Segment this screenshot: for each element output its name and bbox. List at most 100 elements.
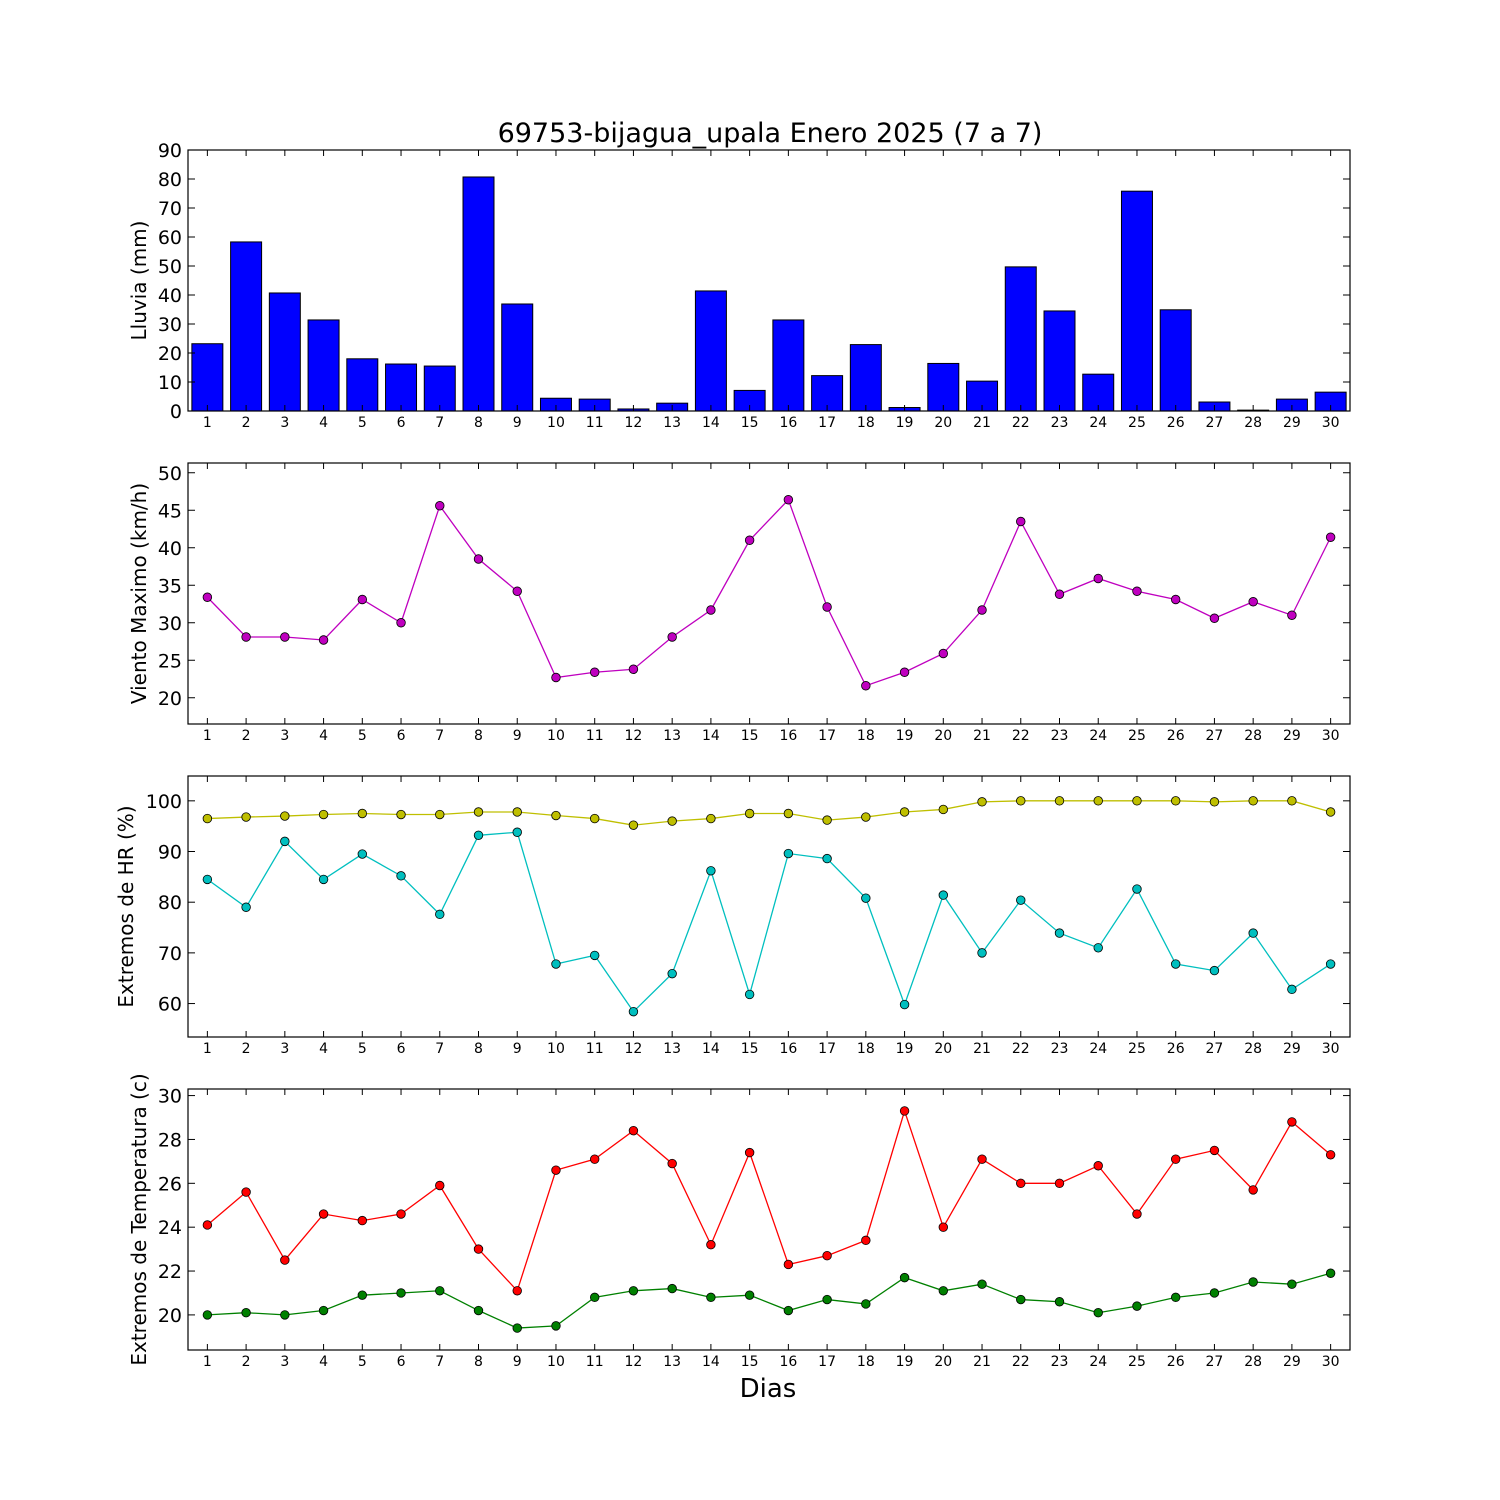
data-point <box>512 1323 522 1333</box>
data-point <box>357 808 368 819</box>
data-point <box>551 810 561 821</box>
x-tick-label: 30 <box>1322 415 1340 431</box>
x-tick-label: 15 <box>741 728 759 744</box>
data-point <box>1054 589 1065 599</box>
x-tick-label: 2 <box>242 1354 251 1370</box>
x-tick-label: 9 <box>513 415 522 431</box>
data-point <box>1170 796 1181 806</box>
data-point <box>667 816 677 826</box>
data-point <box>1248 1277 1258 1287</box>
data-point <box>473 807 484 817</box>
data-point <box>241 902 251 912</box>
x-tick-label: 16 <box>779 415 797 431</box>
bar <box>191 343 224 412</box>
bar <box>849 344 882 412</box>
data-point <box>1325 807 1336 817</box>
data-point <box>396 618 406 628</box>
x-tick-label: 13 <box>663 728 681 744</box>
y-tick-label: 25 <box>158 650 182 672</box>
x-tick-label: 5 <box>358 1041 367 1057</box>
data-point <box>822 1294 832 1305</box>
x-tick-label: 14 <box>702 415 720 431</box>
data-point <box>706 1292 716 1303</box>
x-tick-label: 21 <box>973 1354 991 1370</box>
data-point <box>435 909 445 920</box>
x-tick-label: 13 <box>663 415 681 431</box>
x-tick-label: 15 <box>741 415 759 431</box>
bar <box>501 303 534 412</box>
x-tick-label: 29 <box>1283 728 1301 744</box>
y-tick-label: 30 <box>158 613 182 635</box>
x-tick-label: 10 <box>547 1354 565 1370</box>
data-point <box>1287 1279 1297 1289</box>
x-tick-label: 8 <box>474 415 483 431</box>
data-point <box>667 1283 677 1294</box>
x-tick-label: 3 <box>280 1354 289 1370</box>
data-point <box>628 820 639 830</box>
data-point <box>628 1125 639 1136</box>
y-tick-label: 24 <box>158 1217 182 1239</box>
data-point <box>899 1106 910 1116</box>
data-point <box>318 874 329 885</box>
y-tick-label: 60 <box>158 227 182 249</box>
data-point <box>667 968 677 979</box>
data-point <box>1287 610 1297 620</box>
bar <box>423 365 456 412</box>
x-tick-label: 3 <box>280 415 289 431</box>
data-point <box>1093 796 1103 806</box>
x-tick-label: 29 <box>1283 1354 1301 1370</box>
x-tick-label: 26 <box>1167 415 1185 431</box>
x-tick-label: 5 <box>358 415 367 431</box>
data-point <box>1248 928 1258 938</box>
data-point <box>977 1154 987 1164</box>
data-point <box>822 602 832 612</box>
series-line-1 <box>207 800 1331 826</box>
x-tick-label: 2 <box>242 728 251 744</box>
x-tick-label: 11 <box>586 1041 604 1057</box>
x-tick-label: 20 <box>934 728 952 744</box>
data-point <box>435 809 445 820</box>
x-tick-label: 4 <box>319 1354 328 1370</box>
data-point <box>473 1305 484 1316</box>
bar <box>1159 309 1192 412</box>
x-tick-label: 6 <box>397 415 406 431</box>
data-point <box>1054 1297 1065 1307</box>
x-tick-label: 24 <box>1089 415 1107 431</box>
x-tick-label: 25 <box>1128 728 1146 744</box>
data-point <box>861 1235 871 1246</box>
plot-frame <box>187 149 1351 412</box>
data-point <box>357 849 368 859</box>
x-tick-label: 7 <box>435 1041 444 1057</box>
x-tick-label: 10 <box>547 728 565 744</box>
bar <box>268 292 301 412</box>
x-tick-label: 14 <box>702 1041 720 1057</box>
x-tick-label: 8 <box>474 1354 483 1370</box>
bar <box>385 363 418 412</box>
y-axis-label: Viento Maximo (km/h) <box>127 483 151 704</box>
data-point <box>861 1299 871 1309</box>
data-point <box>512 807 522 817</box>
data-point <box>1325 959 1336 969</box>
data-point <box>1170 1292 1181 1303</box>
data-point <box>241 1308 251 1318</box>
x-axis-label: Dias <box>740 1374 797 1404</box>
x-tick-label: 1 <box>203 728 212 744</box>
data-point <box>1325 1268 1336 1278</box>
data-point <box>899 667 910 677</box>
data-point <box>318 635 329 645</box>
data-point <box>241 812 251 822</box>
data-point <box>202 1220 213 1230</box>
x-tick-label: 6 <box>397 1041 406 1057</box>
series-line-1 <box>206 1108 1332 1293</box>
x-tick-label: 17 <box>818 1354 836 1370</box>
data-point <box>1209 1288 1220 1298</box>
x-tick-label: 7 <box>435 728 444 744</box>
data-point <box>1209 613 1220 623</box>
x-tick-label: 30 <box>1322 728 1340 744</box>
data-point <box>473 830 484 841</box>
x-tick-label: 11 <box>586 728 604 744</box>
